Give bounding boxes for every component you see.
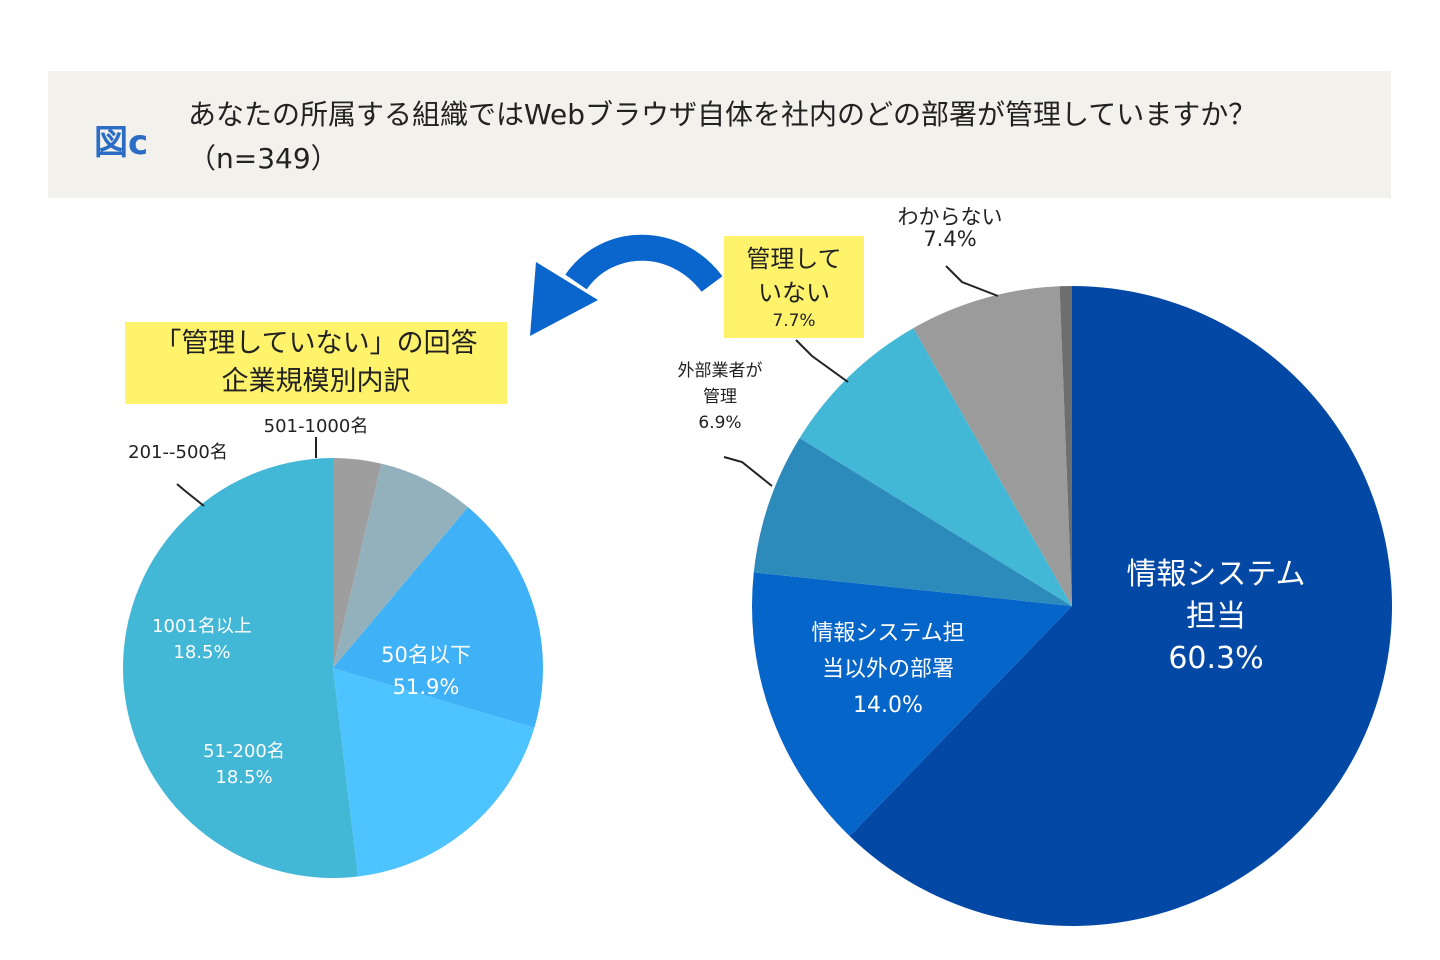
curved-arrow-icon [530, 234, 723, 336]
left-pie-slice-1 [333, 668, 535, 877]
leader-lines [176, 265, 999, 507]
callout-left-line1: 「管理していない」の回答 [154, 328, 478, 359]
left-label-50-or-less: 50名以下 51.9% [381, 643, 471, 699]
header-banner: 図c あなたの所属する組織ではWebブラウザ自体を社内のどの部署が管理しています… [48, 71, 1391, 198]
right-pie-slice-4 [913, 286, 1072, 606]
left-label-501-1000: 501-1000名 [264, 416, 369, 437]
right-pie-slice-5 [1059, 286, 1072, 606]
right-pie-slice-0 [849, 286, 1393, 926]
callout-not-managed-breakdown: 「管理していない」の回答 企業規模別内訳 [125, 322, 507, 404]
left-pie-slice-3 [333, 463, 468, 668]
right-pie-slice-3 [799, 328, 1072, 606]
callout-right-line1: 管理して [746, 245, 842, 273]
figure-label: 図c [94, 123, 149, 163]
callout-not-managed: 管理して いない 7.7% [724, 236, 864, 338]
right-label-unknown: わからない 7.4% [898, 205, 1003, 251]
left-pie-slice-4 [333, 458, 382, 668]
right-label-vendor: 外部業者が管理 6.9% [678, 361, 763, 433]
right-pie-chart [752, 286, 1393, 926]
callout-right-pct: 7.7% [772, 311, 816, 331]
callout-right-line2: いない [758, 279, 830, 307]
survey-question: あなたの所属する組織ではWebブラウザ自体を社内のどの部署が管理していますか？（… [188, 98, 1257, 175]
right-pie-slice-2 [753, 437, 1072, 606]
right-label-other-dept: 情報システム担当以外の部署 14.0% [811, 621, 964, 718]
left-pie-chart [123, 458, 543, 878]
left-label-51-200: 51-200名 18.5% [203, 741, 285, 788]
right-pie-slice-1 [752, 572, 1072, 837]
right-label-it-dept: 情報システム担当 60.3% [1126, 557, 1305, 676]
callout-left-line2: 企業規模別内訳 [221, 366, 411, 397]
left-pie-slice-2 [333, 507, 543, 728]
left-label-201-500: 201--500名 [128, 442, 228, 463]
left-label-1001-plus: 1001名以上 18.5% [152, 616, 252, 663]
left-pie-slice-0 [123, 458, 359, 878]
